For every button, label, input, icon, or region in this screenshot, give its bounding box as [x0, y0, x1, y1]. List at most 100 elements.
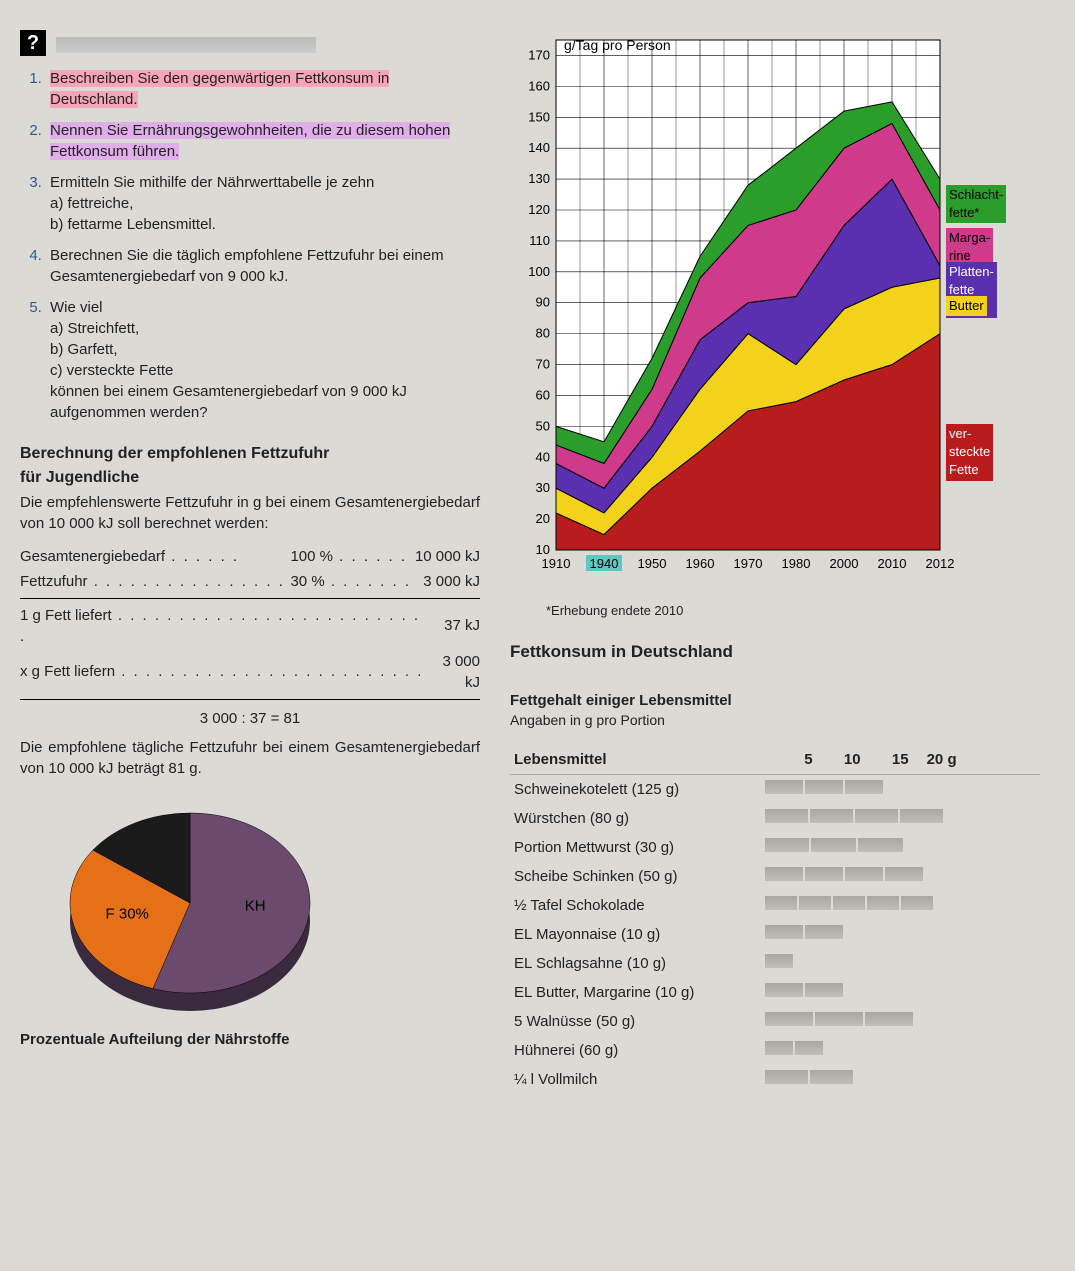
table-row: Fettzufuhr . . . . . . . . . . . . . . .…: [20, 569, 480, 594]
food-name: Hühnerei (60 g): [510, 1036, 761, 1065]
food-name: Würstchen (80 g): [510, 804, 761, 833]
food-name: ½ Tafel Schokolade: [510, 891, 761, 920]
svg-text:2012: 2012: [926, 556, 955, 571]
calc-heading-1: Berechnung der empfohlenen Fettzufuhr: [20, 443, 480, 465]
task-1: Beschreiben Sie den gegenwärtigen Fettko…: [46, 68, 480, 110]
calc-r2c: 3 000 kJ: [414, 569, 480, 594]
task-1-text: Beschreiben Sie den gegenwärtigen Fettko…: [50, 70, 389, 108]
table-row: Würstchen (80 g): [510, 804, 1040, 833]
series-label: Butter: [946, 296, 987, 316]
svg-text:2000: 2000: [830, 556, 859, 571]
area-chart: 1020304050607080901001101201301401501601…: [510, 30, 1010, 596]
food-sub: Angaben in g pro Portion: [510, 711, 1040, 731]
food-bar: [761, 1007, 1040, 1036]
food-bar: [761, 891, 1040, 920]
task-5b: b) Garfett,: [50, 339, 480, 360]
task-4: Berechnen Sie die täglich empfohlene Fet…: [46, 245, 480, 287]
table-row: Hühnerei (60 g): [510, 1036, 1040, 1065]
task-3b: b) fettarme Lebensmittel.: [50, 214, 480, 235]
svg-text:g/Tag pro Person: g/Tag pro Person: [564, 37, 671, 53]
food-bar: [761, 949, 1040, 978]
calc-r3a: 1 g Fett liefert: [20, 607, 112, 624]
task-5: Wie viel a) Streichfett, b) Garfett, c) …: [46, 297, 480, 423]
food-bar: [761, 920, 1040, 949]
svg-text:1910: 1910: [542, 556, 571, 571]
svg-text:1980: 1980: [782, 556, 811, 571]
food-bar: [761, 774, 1040, 804]
task-2: Nennen Sie Ernährungsgewohnheiten, die z…: [46, 120, 480, 162]
redacted-heading: [56, 37, 316, 53]
calc-r4c: 3 000 kJ: [424, 649, 480, 695]
calc-conclusion: Die empfohlene tägliche Fettzufuhr bei e…: [20, 737, 480, 779]
food-bar: [761, 833, 1040, 862]
calc-r4a: x g Fett liefern: [20, 663, 115, 680]
task-5c: c) versteckte Fette: [50, 360, 480, 381]
table-row: 5 Walnüsse (50 g): [510, 1007, 1040, 1036]
calc-r1c: 10 000 kJ: [414, 544, 480, 569]
svg-text:160: 160: [528, 78, 550, 93]
svg-text:F 30%: F 30%: [106, 905, 149, 922]
svg-text:100: 100: [528, 264, 550, 279]
food-name: EL Mayonnaise (10 g): [510, 920, 761, 949]
calc-r1b: 100 %: [290, 548, 333, 565]
table-row: x g Fett liefern . . . . . . . . . . . .…: [20, 649, 480, 695]
svg-text:70: 70: [536, 357, 550, 372]
svg-text:1960: 1960: [686, 556, 715, 571]
svg-text:150: 150: [528, 109, 550, 124]
food-name: Scheibe Schinken (50 g): [510, 862, 761, 891]
svg-text:90: 90: [536, 295, 550, 310]
series-label: ver- steckte Fette: [946, 424, 993, 481]
food-ticks: 5101520 g: [765, 751, 957, 768]
table-row: ½ Tafel Schokolade: [510, 891, 1040, 920]
svg-text:20: 20: [536, 511, 550, 526]
food-name: ¼ l Vollmilch: [510, 1065, 761, 1094]
table-row: ¼ l Vollmilch: [510, 1065, 1040, 1094]
task-5end: können bei einem Gesamtenergiebedarf von…: [50, 381, 480, 423]
calc-r2a: Fettzufuhr: [20, 573, 88, 590]
table-row: EL Butter, Margarine (10 g): [510, 978, 1040, 1007]
svg-text:1940: 1940: [590, 556, 619, 571]
question-mark-icon: ?: [20, 30, 46, 56]
svg-text:2010: 2010: [878, 556, 907, 571]
food-bar: [761, 1036, 1040, 1065]
svg-text:KH: KH: [245, 898, 266, 915]
food-table: Lebensmittel 5101520 g Schweinekotelett …: [510, 745, 1040, 1094]
pie-chart: KH F 30%: [50, 803, 480, 1019]
calc-table: Gesamtenergiebedarf . . . . . . 100 % . …: [20, 544, 480, 594]
food-name: Portion Mettwurst (30 g): [510, 833, 761, 862]
calc-r1a: Gesamtenergiebedarf: [20, 548, 165, 565]
task-3a: a) fettreiche,: [50, 193, 480, 214]
svg-text:170: 170: [528, 47, 550, 62]
svg-text:140: 140: [528, 140, 550, 155]
table-row: 1 g Fett liefert . . . . . . . . . . . .…: [20, 603, 480, 649]
table-row: Portion Mettwurst (30 g): [510, 833, 1040, 862]
task-list: Beschreiben Sie den gegenwärtigen Fettko…: [20, 68, 480, 423]
series-label: Marga- rine: [946, 228, 993, 266]
task-3: Ermitteln Sie mithilfe der Nährwerttabel…: [46, 172, 480, 235]
food-name: Schweinekotelett (125 g): [510, 774, 761, 804]
pie-caption: Prozentuale Aufteilung der Nährstoffe: [20, 1029, 480, 1050]
svg-text:40: 40: [536, 449, 550, 464]
table-row: Schweinekotelett (125 g): [510, 774, 1040, 804]
svg-text:60: 60: [536, 387, 550, 402]
chart-footnote: *Erhebung endete 2010: [546, 602, 1040, 620]
task-3-text: Ermitteln Sie mithilfe der Nährwerttabel…: [50, 174, 374, 191]
food-bar: [761, 804, 1040, 833]
table-row: Gesamtenergiebedarf . . . . . . 100 % . …: [20, 544, 480, 569]
task-2-text: Nennen Sie Ernährungsgewohnheiten, die z…: [50, 122, 450, 160]
table-row: Scheibe Schinken (50 g): [510, 862, 1040, 891]
svg-text:120: 120: [528, 202, 550, 217]
calc-r2b: 30 %: [290, 573, 324, 590]
food-bar: [761, 1065, 1040, 1094]
calc-r3c: 37 kJ: [424, 603, 480, 649]
svg-text:1950: 1950: [638, 556, 667, 571]
svg-text:30: 30: [536, 480, 550, 495]
food-name: EL Butter, Margarine (10 g): [510, 978, 761, 1007]
svg-text:110: 110: [529, 233, 550, 248]
calc-intro: Die empfehlenswerte Fettzufuhr in g bei …: [20, 492, 480, 534]
food-name: 5 Walnüsse (50 g): [510, 1007, 761, 1036]
task-5a: a) Streichfett,: [50, 318, 480, 339]
series-label: Schlacht- fette*: [946, 185, 1006, 223]
food-name: EL Schlagsahne (10 g): [510, 949, 761, 978]
calc-table-2: 1 g Fett liefert . . . . . . . . . . . .…: [20, 603, 480, 695]
